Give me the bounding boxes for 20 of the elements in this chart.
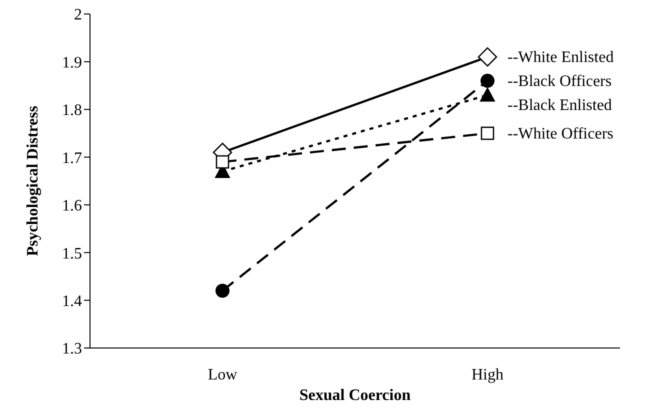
x-tick-label: Low (208, 366, 238, 384)
y-tick-label: 1.6 (62, 198, 82, 215)
y-tick-label: 1.3 (62, 340, 82, 358)
y-tick-label: 1.4 (62, 292, 82, 310)
point (480, 126, 494, 140)
y-tick-label: 1.8 (62, 102, 82, 120)
series-label: --White Officers (508, 125, 614, 142)
series-label: --Black Officers (508, 72, 612, 90)
y-tick-label: 1.9 (62, 54, 82, 72)
x-tick-label: High (472, 366, 504, 384)
y-tick-label: 1.7 (62, 150, 82, 167)
point (480, 74, 494, 88)
series-label: --White Enlisted (508, 48, 614, 66)
x-axis-title: Sexual Coercion (299, 387, 411, 404)
series-label: --Black Enlisted (508, 96, 612, 114)
y-tick-label: 1.5 (62, 245, 82, 262)
y-tick-label: 2 (74, 6, 82, 24)
y-axis-title: Psychological Distress (24, 106, 42, 256)
point (216, 284, 230, 298)
point (478, 47, 498, 67)
